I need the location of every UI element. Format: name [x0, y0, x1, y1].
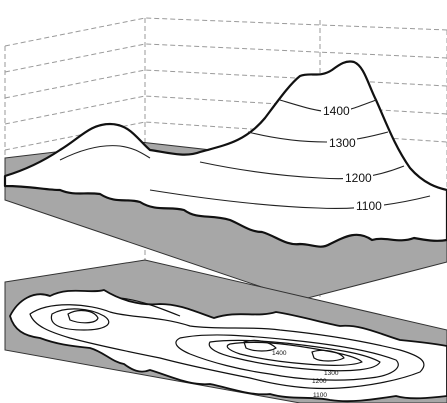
map-label-1200: 1200	[312, 378, 327, 385]
relief-label-1100: 1100	[356, 199, 382, 213]
map-label-1300: 1300	[324, 370, 339, 377]
relief-label-1300: 1300	[329, 136, 356, 150]
relief-label-1200: 1200	[345, 171, 372, 185]
map-label-1400: 1400	[272, 350, 287, 357]
relief-label-1400: 1400	[323, 104, 350, 118]
map-label-1100: 1100	[313, 392, 327, 399]
